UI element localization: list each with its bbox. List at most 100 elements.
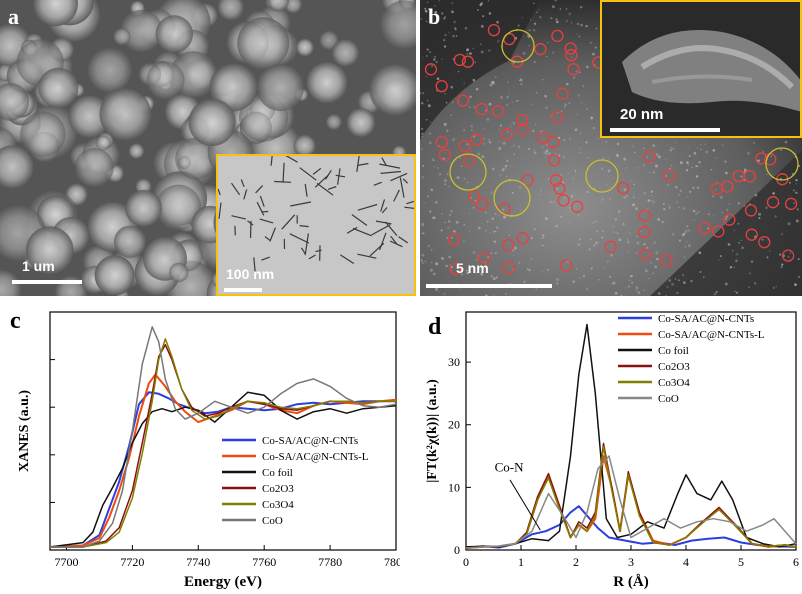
stem-atom (666, 285, 669, 288)
stem-atom (526, 268, 529, 270)
stem-atom (757, 159, 761, 163)
stem-atom (536, 11, 538, 13)
legend-label: Co-SA/AC@N-CNTs (262, 435, 358, 447)
stem-atom (454, 27, 457, 30)
stem-atom (601, 198, 604, 201)
stem-atom (468, 212, 470, 214)
stem-atom (574, 169, 577, 172)
sem-particle (155, 184, 202, 231)
stem-atom (469, 52, 472, 55)
single-atom-marker (557, 194, 570, 207)
stem-atom (512, 121, 515, 124)
panel-label-b: b (428, 4, 441, 29)
stem-atom (508, 234, 511, 236)
stem-atom (443, 179, 447, 182)
stem-atom (474, 61, 477, 64)
stem-atom (568, 102, 571, 105)
stem-atom (653, 171, 656, 174)
stem-atom (453, 20, 456, 24)
tem-nanotube (381, 207, 388, 214)
single-atom-marker (723, 213, 736, 226)
stem-atom (546, 268, 549, 271)
stem-atom (426, 48, 429, 51)
stem-atom (424, 260, 427, 263)
stem-atom (682, 274, 685, 276)
stem-atom (610, 253, 613, 257)
stem-atom (506, 159, 509, 163)
legend-label: Co foil (658, 345, 689, 357)
stem-atom (444, 93, 446, 95)
stem-atom (572, 177, 575, 180)
stem-atom (715, 290, 718, 293)
stem-atom (671, 233, 675, 236)
stem-atom (421, 127, 424, 130)
stem-atom (421, 223, 425, 226)
stem-atom (452, 229, 456, 233)
stem-atom (434, 5, 436, 7)
stem-atom (545, 149, 549, 153)
sem-particle (146, 61, 185, 100)
stem-atom (719, 255, 722, 258)
stem-atom (633, 196, 635, 198)
stem-atom (729, 266, 733, 269)
stem-atom (787, 255, 790, 259)
stem-atom (493, 230, 496, 233)
tem-nanotube (312, 167, 322, 175)
stem-atom (568, 12, 572, 16)
stem-atom (543, 244, 545, 247)
stem-atom (468, 106, 471, 109)
tem-nanotube (299, 167, 317, 181)
stem-atom (725, 171, 728, 175)
single-atom-marker (638, 225, 651, 239)
stem-atom (692, 209, 696, 213)
stem-atom (585, 25, 588, 28)
stem-atom (726, 208, 729, 212)
stem-atom (452, 138, 456, 141)
sem-particle (209, 63, 258, 112)
stem-atom (590, 267, 593, 270)
tem-nanotube (231, 182, 241, 196)
stem-atom (741, 246, 744, 250)
stem-atom (585, 287, 589, 291)
stem-atom (551, 5, 555, 9)
stem-atom (592, 221, 595, 224)
stem-atom (573, 55, 575, 57)
stem-atom (778, 253, 782, 256)
stem-atom (657, 218, 661, 221)
stem-atom (665, 295, 667, 296)
stem-atom (485, 211, 487, 214)
single-atom-marker (604, 240, 617, 253)
stem-atom (466, 271, 469, 275)
stem-atom (517, 99, 519, 102)
stem-atom (544, 94, 548, 98)
stem-atom (549, 200, 553, 204)
stem-atom (797, 258, 800, 261)
tem-nanotube (351, 214, 368, 226)
stem-atom (637, 167, 640, 169)
single-atom-marker (549, 174, 563, 187)
single-atom-marker (553, 182, 566, 195)
stem-atom (523, 280, 526, 284)
stem-atom (456, 176, 460, 180)
stem-atom (480, 24, 484, 28)
stem-atom (693, 152, 697, 155)
sem-particle (175, 137, 218, 180)
stem-atom (436, 167, 439, 169)
stem-atom (498, 213, 500, 216)
tem-nanotube (300, 247, 306, 255)
stem-atom (488, 141, 492, 144)
stem-atom (502, 208, 505, 211)
single-atom-marker (463, 154, 476, 167)
tem-nanotube (274, 180, 292, 183)
tem-nanotube (304, 233, 309, 256)
sem-particle (284, 0, 302, 14)
single-atom-marker (501, 238, 515, 252)
x-tick-label: 4 (683, 555, 689, 569)
single-atom-marker (449, 262, 462, 276)
single-atom-marker (435, 135, 448, 149)
series-line-6 (465, 455, 797, 549)
stem-atom (765, 206, 768, 209)
stem-atom (539, 15, 542, 19)
y-axis-label: XANES (a.u.) (17, 390, 32, 472)
stem-atom (505, 175, 508, 178)
